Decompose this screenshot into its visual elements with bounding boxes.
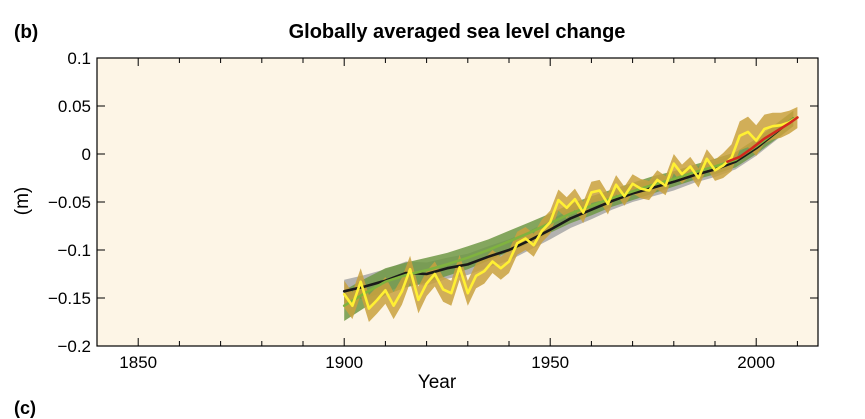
series-line-2 (342, 117, 795, 308)
panel-label: (b) (14, 22, 38, 43)
y-tick-label: −0.15 (48, 289, 91, 308)
y-tick-label: −0.1 (57, 241, 91, 260)
series-line-3 (342, 116, 799, 310)
x-tick-label: 1900 (325, 353, 363, 372)
x-axis-label: Year (418, 372, 457, 393)
x-tick-label: 2000 (737, 353, 775, 372)
x-tick-label: 1950 (531, 353, 569, 372)
y-tick-label: 0.1 (67, 49, 91, 68)
x-tick-label: 1850 (119, 353, 157, 372)
y-tick-label: 0.05 (58, 97, 91, 116)
series-layer (342, 107, 799, 322)
uncertainty-band-3 (344, 107, 798, 322)
series-line-4 (726, 116, 799, 163)
y-tick-label: −0.2 (57, 337, 91, 356)
axes-layer: 1850 1900 1950 2000 0.1 0.05 0 −0.05 −0.1 −0.15 −0… (48, 49, 819, 372)
next-panel-label: (c) (14, 398, 36, 418)
chart-title: Globally averaged sea level change (289, 21, 626, 43)
y-axis-label: (m) (12, 187, 33, 215)
y-tick-label: 0 (82, 145, 91, 164)
y-tick-label: −0.05 (48, 193, 91, 212)
plot-area (97, 58, 818, 346)
